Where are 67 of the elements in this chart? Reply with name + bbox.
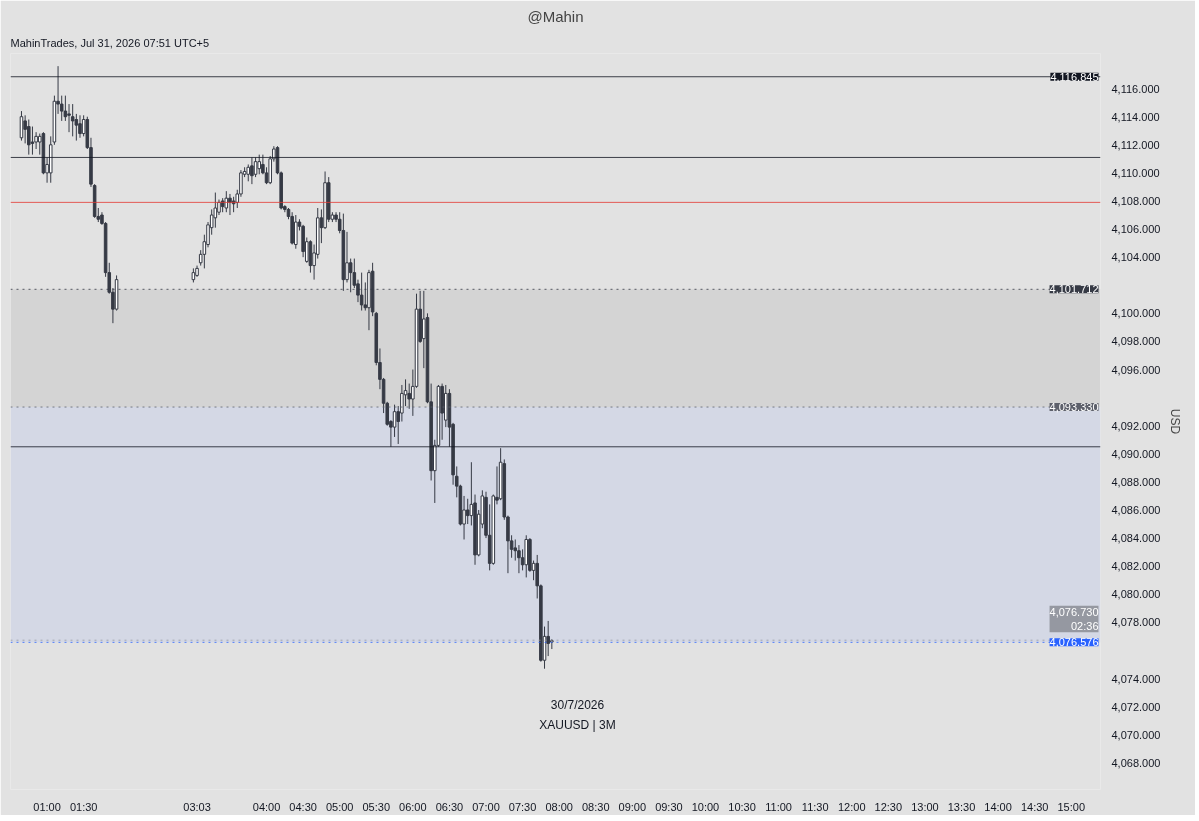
candlestick xyxy=(546,620,550,657)
y-tick-label: 4,104.000 xyxy=(1111,251,1161,264)
y-tick-label: 4,080.000 xyxy=(1111,588,1161,601)
y-tick-label: 4,106.000 xyxy=(1111,223,1161,236)
y-tick-label: 4,082.000 xyxy=(1111,560,1161,573)
x-tick-label: 04:00 xyxy=(252,800,281,813)
y-tick-label: 4,090.000 xyxy=(1111,447,1161,460)
x-tick-label: 01:30 xyxy=(69,800,98,813)
x-tick-label: 12:30 xyxy=(874,800,903,813)
x-tick-label: 01:00 xyxy=(33,800,61,813)
text: MahinTrades, Jul 31, 2026 07:51 UTC+5 xyxy=(10,36,210,49)
x-tick-label: 13:00 xyxy=(911,800,939,813)
candlestick xyxy=(30,126,35,156)
y-axis-title: USD xyxy=(1168,408,1183,435)
x-tick-label: 07:30 xyxy=(508,800,537,813)
ref-line-label: 4,093.330 xyxy=(1049,401,1099,414)
annotation: XAUUSD | 3M xyxy=(539,717,616,732)
x-tick-label: 06:30 xyxy=(435,800,464,813)
y-tick-label: 4,070.000 xyxy=(1111,728,1161,741)
ref-line-label: 4,076.730 02:36 xyxy=(1049,605,1099,633)
y-tick-label: 4,074.000 xyxy=(1111,672,1161,685)
y-tick-label: 4,086.000 xyxy=(1111,503,1161,516)
x-tick-label: 09:00 xyxy=(618,800,647,813)
ref-line-label: 4,116.845 xyxy=(1050,70,1099,83)
y-tick-label: 4,108.000 xyxy=(1111,194,1161,207)
annotation: 30/7/2026 xyxy=(550,697,605,712)
y-tick-label: 4,084.000 xyxy=(1111,532,1161,545)
x-tick-label: 10:00 xyxy=(691,800,720,813)
chart-title: @Mahin xyxy=(527,7,584,25)
x-tick-label: 13:30 xyxy=(947,800,976,813)
y-tick-label: 4,114.000 xyxy=(1111,110,1160,123)
y-tick-label: 4,100.000 xyxy=(1111,307,1161,320)
x-tick-label: 03:03 xyxy=(183,800,211,813)
x-tick-label: 12:00 xyxy=(838,800,866,813)
candlestick xyxy=(407,383,411,410)
x-tick-label: 14:00 xyxy=(984,800,1012,813)
y-tick-label: 4,116.000 xyxy=(1111,82,1160,95)
candlestick xyxy=(67,103,71,133)
ref-line-label: 4,076.576 xyxy=(1049,636,1099,649)
y-tick-label: 4,096.000 xyxy=(1111,363,1161,376)
candlestick xyxy=(465,498,470,525)
y-tick-label: 4,078.000 xyxy=(1111,616,1161,629)
x-tick-label: 15:00 xyxy=(1057,800,1086,813)
x-tick-label: 05:00 xyxy=(325,800,354,813)
x-tick-label: 05:30 xyxy=(362,800,391,813)
x-tick-label: 10:30 xyxy=(728,800,756,813)
x-tick-label: 08:30 xyxy=(581,800,610,813)
y-tick-label: 4,088.000 xyxy=(1111,475,1161,488)
y-tick-label: 4,098.000 xyxy=(1111,335,1161,348)
y-tick-label: 4,110.000 xyxy=(1111,166,1160,179)
x-tick-label: 11:30 xyxy=(801,800,829,813)
x-tick-label: 04:30 xyxy=(289,800,317,813)
x-tick-label: 11:00 xyxy=(765,800,792,813)
y-tick-label: 4,092.000 xyxy=(1111,419,1161,432)
x-tick-label: 09:30 xyxy=(655,800,683,813)
x-tick-label: 08:00 xyxy=(545,800,573,813)
y-tick-label: 4,068.000 xyxy=(1111,756,1161,769)
candlestick xyxy=(27,119,31,156)
candlestick xyxy=(250,156,254,185)
x-tick-label: 14:30 xyxy=(1020,800,1049,813)
x-tick-label: 07:00 xyxy=(472,800,500,813)
y-tick-label: 4,112.000 xyxy=(1111,138,1160,151)
x-tick-label: 06:00 xyxy=(399,800,427,813)
candlestick xyxy=(70,103,75,137)
y-tick-label: 4,072.000 xyxy=(1111,700,1161,713)
ref-line-label: 4,101.712 xyxy=(1049,283,1099,296)
candlestick xyxy=(78,114,82,139)
